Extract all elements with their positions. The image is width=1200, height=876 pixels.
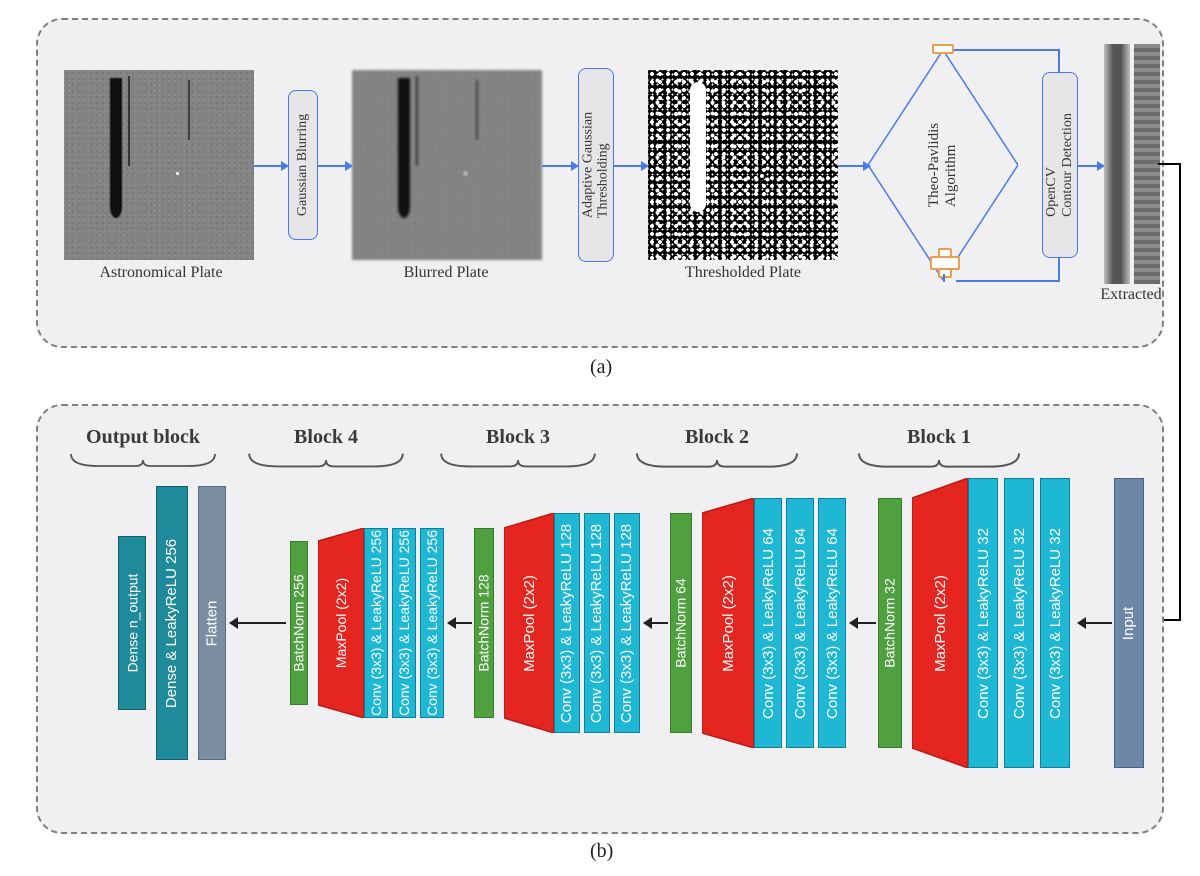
layer-b1-conv2: Conv (3x3) & LeakyReLU 32 bbox=[1004, 478, 1034, 768]
title-block1: Block 1 bbox=[844, 426, 1034, 449]
plus-icon bbox=[930, 248, 956, 274]
layer-b2-conv1: Conv (3x3) & LeakyReLU 64 bbox=[818, 498, 846, 748]
loopline-4 bbox=[1058, 258, 1060, 282]
minus-icon bbox=[932, 44, 954, 54]
step-theo-pavlidis-label: Theo-PavlidisAlgorithm bbox=[926, 123, 960, 207]
plate-blurred-caption: Blurred Plate bbox=[386, 264, 506, 282]
loopline-3 bbox=[1058, 49, 1060, 73]
title-block2: Block 2 bbox=[632, 426, 802, 449]
arrow-b4-out bbox=[230, 622, 286, 624]
plate-blurred bbox=[352, 70, 542, 260]
layer-input: Input bbox=[1114, 478, 1144, 768]
step-opencv-contour-label: OpenCVContour Detection bbox=[1044, 113, 1076, 217]
network-panel-b: Output block Block 4 Block 3 Block 2 Blo… bbox=[36, 404, 1164, 834]
arrow-a1 bbox=[254, 165, 288, 167]
layer-b2-bn: BatchNorm 64 bbox=[670, 513, 692, 733]
layer-b4-pool: MaxPool (2x2) bbox=[318, 528, 364, 718]
arrow-input-b1 bbox=[1078, 622, 1112, 624]
layer-dense1: Dense & LeakyReLU 256 bbox=[156, 486, 188, 760]
loopline-2 bbox=[954, 49, 1060, 51]
layer-b3-conv1: Conv (3x3) & LeakyReLU 128 bbox=[614, 513, 640, 733]
layer-b1-pool: MaxPool (2x2) bbox=[912, 478, 968, 768]
step-theo-pavlidis: Theo-PavlidisAlgorithm bbox=[868, 50, 1018, 280]
plate-astronomical bbox=[64, 70, 254, 260]
loopline-6 bbox=[943, 274, 945, 282]
title-block4: Block 4 bbox=[246, 426, 406, 449]
arrow-b3-b4 bbox=[448, 622, 472, 624]
layer-b3-pool: MaxPool (2x2) bbox=[504, 513, 554, 733]
extracted-caption: Extracted bbox=[1092, 286, 1170, 304]
layer-b3-conv3: Conv (3x3) & LeakyReLU 128 bbox=[554, 513, 580, 733]
pipeline-panel-a: Astronomical Plate Gaussian Blurring Blu… bbox=[36, 18, 1164, 348]
step-adaptive-threshold: Adaptive GaussianThresholding bbox=[578, 68, 614, 262]
layer-b4-conv2: Conv (3x3) & LeakyReLU 256 bbox=[392, 528, 416, 718]
arrow-b1-b2 bbox=[850, 622, 876, 624]
arrow-a6 bbox=[1078, 165, 1104, 167]
brace-block3 bbox=[438, 450, 598, 470]
arrow-b2-b3 bbox=[644, 622, 668, 624]
layer-dense2: Dense n_output bbox=[118, 536, 146, 710]
layer-b4-conv3: Conv (3x3) & LeakyReLU 256 bbox=[364, 528, 388, 718]
arrow-a2 bbox=[318, 165, 352, 167]
arrow-a5 bbox=[838, 165, 870, 167]
title-block3: Block 3 bbox=[438, 426, 598, 449]
plate-astronomical-caption: Astronomical Plate bbox=[76, 264, 246, 282]
layer-b1-conv3: Conv (3x3) & LeakyReLU 32 bbox=[968, 478, 998, 768]
layer-b4-bn: BatchNorm 256 bbox=[290, 541, 308, 705]
arrow-a4 bbox=[614, 165, 648, 167]
layer-b2-conv3: Conv (3x3) & LeakyReLU 64 bbox=[754, 498, 782, 748]
layer-b4-conv1: Conv (3x3) & LeakyReLU 256 bbox=[420, 528, 444, 718]
panel-a-caption: (a) bbox=[590, 356, 612, 379]
layer-b3-conv2: Conv (3x3) & LeakyReLU 128 bbox=[584, 513, 610, 733]
brace-block2 bbox=[632, 450, 802, 470]
layer-input-label: Input bbox=[1121, 606, 1138, 639]
loopline-5 bbox=[956, 280, 1060, 282]
step-opencv-contour: OpenCVContour Detection bbox=[1042, 72, 1078, 258]
layer-flatten: Flatten bbox=[198, 486, 226, 760]
brace-block4 bbox=[246, 450, 406, 470]
step-adaptive-threshold-label: Adaptive GaussianThresholding bbox=[581, 112, 612, 218]
plate-thresh-caption: Thresholded Plate bbox=[663, 264, 823, 282]
brace-block1 bbox=[844, 450, 1034, 470]
step-gaussian-blur: Gaussian Blurring bbox=[288, 90, 318, 240]
brace-output bbox=[68, 450, 218, 470]
extracted-strip-2 bbox=[1134, 44, 1160, 284]
extracted-strip-1 bbox=[1104, 44, 1130, 284]
plate-thresh bbox=[648, 70, 838, 260]
layer-b3-bn: BatchNorm 128 bbox=[474, 528, 494, 718]
layer-b1-conv1: Conv (3x3) & LeakyReLU 32 bbox=[1040, 478, 1070, 768]
title-output-block: Output block bbox=[68, 426, 218, 449]
panel-b-caption: (b) bbox=[590, 840, 613, 863]
step-gaussian-blur-label: Gaussian Blurring bbox=[295, 114, 311, 216]
layer-b2-pool: MaxPool (2x2) bbox=[702, 498, 754, 748]
layer-b2-conv2: Conv (3x3) & LeakyReLU 64 bbox=[786, 498, 814, 748]
arrow-a3 bbox=[542, 165, 578, 167]
layer-b1-bn: BatchNorm 32 bbox=[878, 498, 902, 748]
